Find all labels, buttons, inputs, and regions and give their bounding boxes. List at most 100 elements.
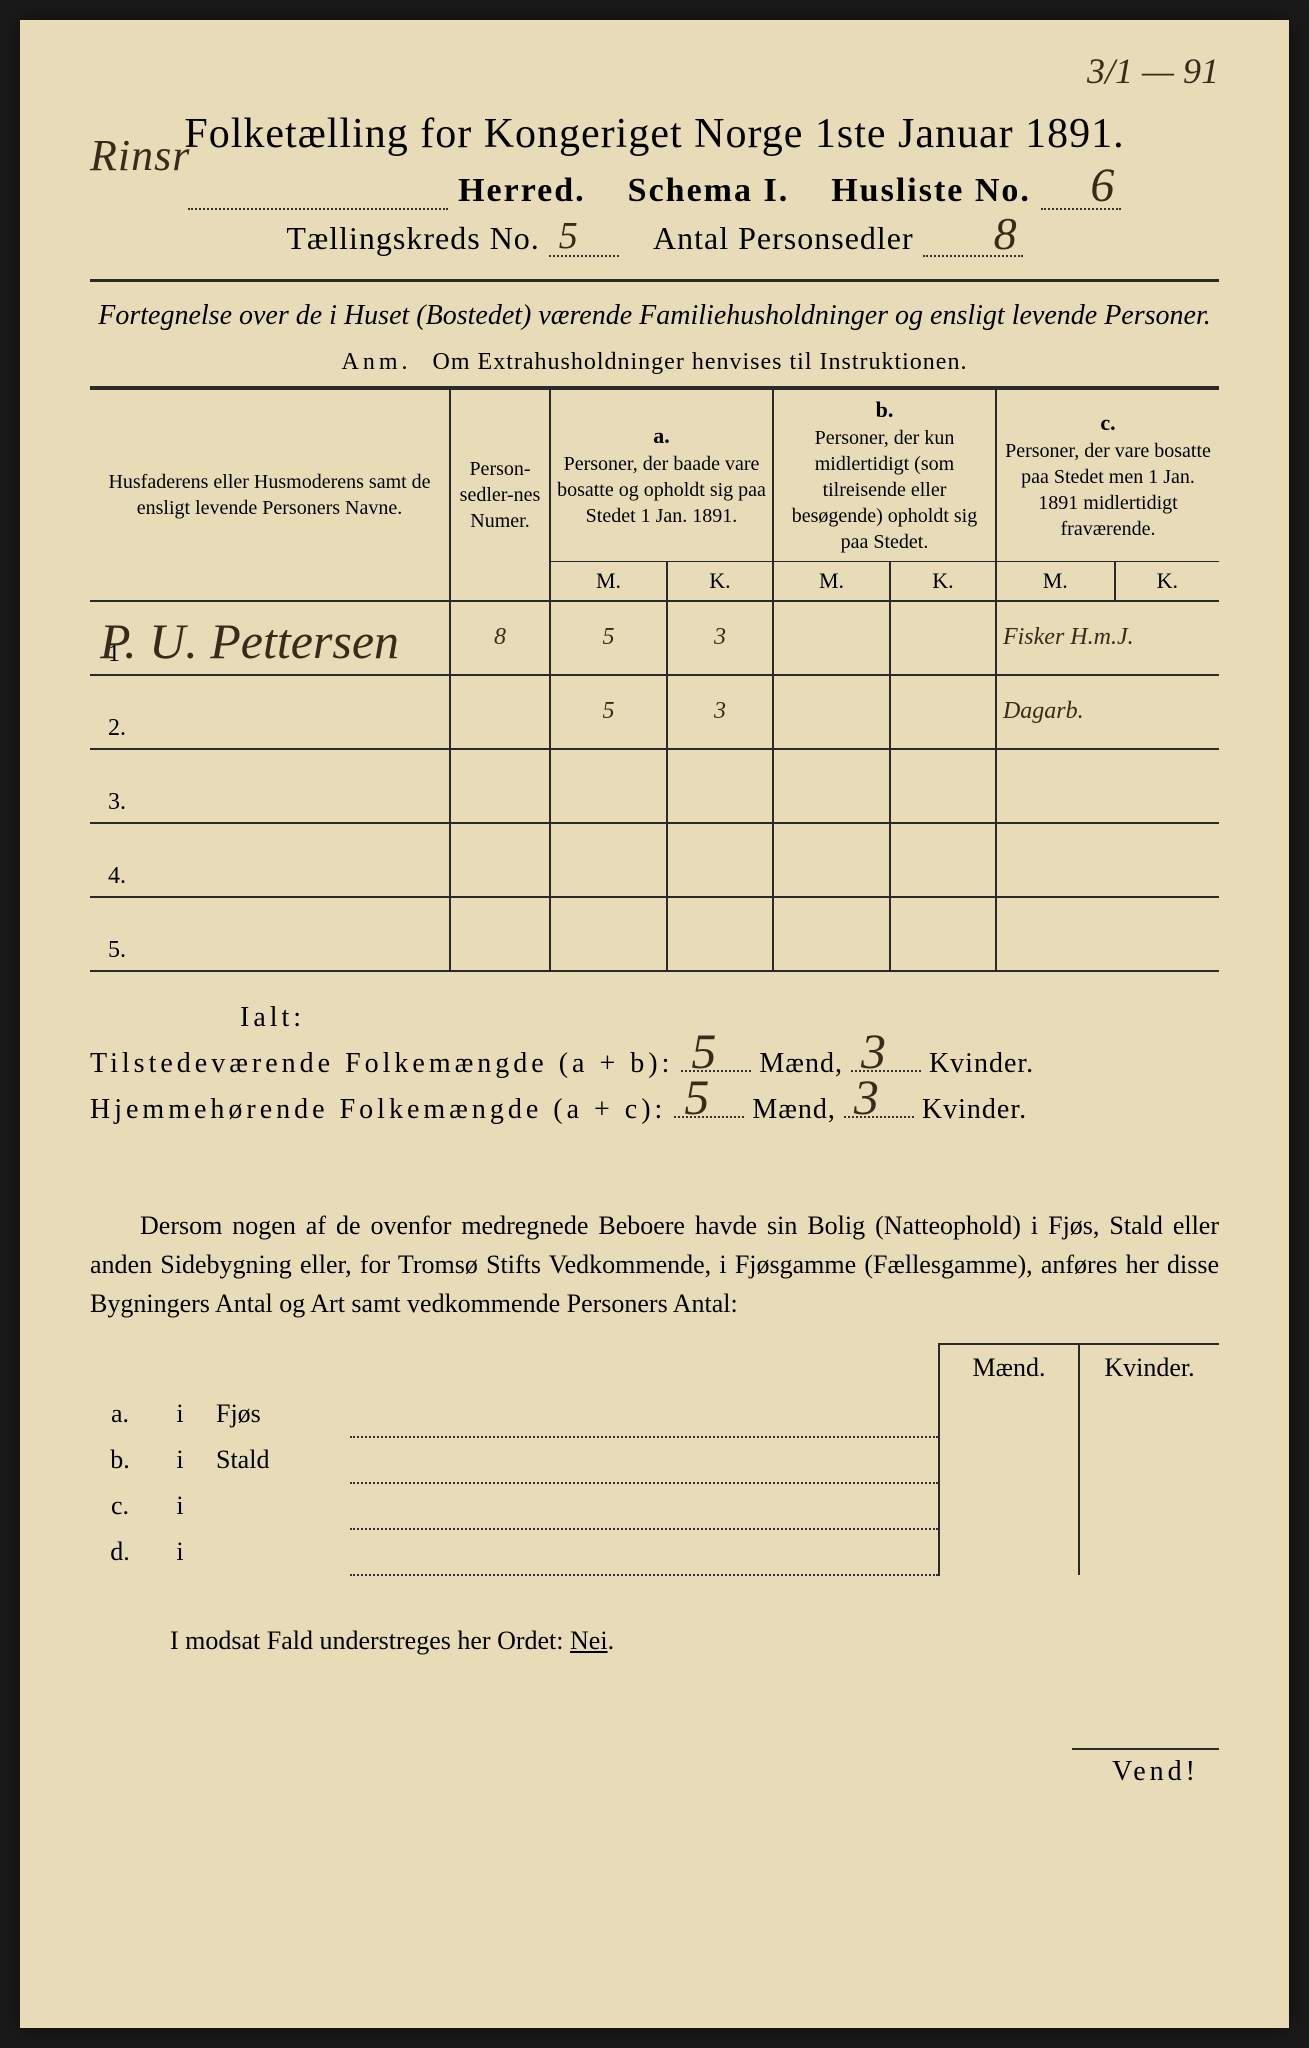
sedler-label: Antal Personsedler <box>653 220 914 256</box>
bygn-name: Stald <box>210 1437 350 1483</box>
row-c-note <box>996 823 1219 897</box>
row-b-m <box>773 823 890 897</box>
col-a-text: Personer, der baade vare bosatte og opho… <box>557 451 766 529</box>
sedler-field: 8 <box>923 255 1023 257</box>
bygn-lbl: d. <box>90 1529 150 1575</box>
bygning-table: Mænd. Kvinder. a.iFjøsb.iStaldc.id.i <box>90 1343 1219 1576</box>
sedler-value: 8 <box>994 207 1018 260</box>
col-c-text: Personer, der vare bosatte paa Stedet me… <box>1003 438 1213 542</box>
row-c-note <box>996 749 1219 823</box>
row-num: 4. <box>96 863 126 890</box>
bygn-dots <box>350 1437 939 1483</box>
col-c-header: c. Personer, der vare bosatte paa Stedet… <box>996 388 1219 561</box>
bygn-maend-val <box>939 1529 1079 1575</box>
row-a-k: 3 <box>667 675 773 749</box>
top-right-date-note: 3/1 — 91 <box>1087 50 1219 92</box>
row-b-k <box>890 675 996 749</box>
row-name-cell: 5. <box>90 897 450 971</box>
row-a-m <box>550 823 667 897</box>
divider-1 <box>90 279 1219 282</box>
b-m-label: M. <box>773 561 890 601</box>
husliste-no-field: 6 <box>1041 208 1121 210</box>
vendi-text: Vend! <box>1072 1748 1219 1787</box>
table-row: 4. <box>90 823 1219 897</box>
bygn-name <box>210 1529 350 1575</box>
bygn-row: a.iFjøs <box>90 1391 1219 1437</box>
col-names-text: Husfaderens eller Husmoderens samt de en… <box>108 471 430 519</box>
a-k-label: K. <box>667 561 773 601</box>
row-name-cell: 4. <box>90 823 450 897</box>
row-sedler <box>450 749 550 823</box>
row-a-k <box>667 823 773 897</box>
bygn-i: i <box>150 1437 210 1483</box>
modsat-text: I modsat Fald understreges her Ordet: Ne… <box>170 1626 614 1655</box>
title-line-2: Herred. Schema I. Husliste No. 6 <box>90 172 1219 210</box>
row-a-k <box>667 749 773 823</box>
table-row: P. U. Pettersen1853Fisker H.m.J. <box>90 601 1219 675</box>
table-row: 3. <box>90 749 1219 823</box>
bygn-i: i <box>150 1391 210 1437</box>
bygn-dots <box>350 1391 939 1437</box>
row-sedler: 8 <box>450 601 550 675</box>
hjemme-m-val: 5 <box>684 1068 710 1126</box>
bygn-maend-val <box>939 1437 1079 1483</box>
subtitle: Fortegnelse over de i Huset (Bostedet) v… <box>90 296 1219 335</box>
anm-text: Om Extrahusholdninger henvises til Instr… <box>433 349 968 375</box>
col-names-header: Husfaderens eller Husmoderens samt de en… <box>90 388 450 601</box>
kreds-label: Tællingskreds No. <box>286 220 539 256</box>
bygn-name <box>210 1483 350 1529</box>
modsat-line: I modsat Fald understreges her Ordet: Ne… <box>90 1626 1219 1656</box>
maend-label-1: Mænd, <box>759 1048 843 1079</box>
ialt-label: Ialt: <box>240 1002 1219 1034</box>
maend-label-2: Mænd, <box>752 1094 836 1125</box>
bygn-kvinder-label: Kvinder. <box>1079 1344 1219 1391</box>
kreds-no-value: 5 <box>559 214 579 258</box>
bygn-spacer <box>90 1344 939 1391</box>
nei-underlined: Nei <box>570 1626 608 1655</box>
bygn-kvinder-val <box>1079 1483 1219 1529</box>
title-line-1: Folketælling for Kongeriget Norge 1ste J… <box>90 110 1219 158</box>
table-row: 2.53Dagarb. <box>90 675 1219 749</box>
anm-label: Anm. <box>342 349 412 375</box>
row-a-m: 5 <box>550 601 667 675</box>
row-b-m <box>773 749 890 823</box>
herred-handwritten: Rinsr <box>90 130 190 181</box>
row-sedler <box>450 897 550 971</box>
hjemme-k-val: 3 <box>854 1068 880 1126</box>
row-b-m <box>773 601 890 675</box>
vendi-footer: Vend! <box>90 1756 1219 1788</box>
row-a-k <box>667 897 773 971</box>
herred-dotted-field <box>188 208 448 210</box>
anm-line: Anm. Om Extrahusholdninger henvises til … <box>90 349 1219 376</box>
bygn-kvinder-val <box>1079 1529 1219 1575</box>
row-sedler <box>450 823 550 897</box>
bygn-i: i <box>150 1483 210 1529</box>
row-a-m <box>550 897 667 971</box>
bygn-maend-val <box>939 1391 1079 1437</box>
ialt-section: Ialt: Tilstedeværende Folkemængde (a + b… <box>90 1002 1219 1126</box>
bygn-lbl: a. <box>90 1391 150 1437</box>
bygn-dots <box>350 1529 939 1575</box>
row-num: 5. <box>96 937 126 964</box>
row-a-k: 3 <box>667 601 773 675</box>
table-header-row: Husfaderens eller Husmoderens samt de en… <box>90 388 1219 561</box>
col-b-label: b. <box>780 396 989 425</box>
row-c-note: Fisker H.m.J. <box>996 601 1219 675</box>
row-name-cell: P. U. Pettersen1 <box>90 601 450 675</box>
row-name-hw: P. U. Pettersen <box>100 612 399 670</box>
row-b-k <box>890 601 996 675</box>
row-name-cell: 3. <box>90 749 450 823</box>
kvinder-label-1: Kvinder. <box>929 1048 1034 1079</box>
bygn-row: b.iStald <box>90 1437 1219 1483</box>
row-b-k <box>890 897 996 971</box>
bygn-maend-label: Mænd. <box>939 1344 1079 1391</box>
bygn-header-row: Mænd. Kvinder. <box>90 1344 1219 1391</box>
hjemme-label: Hjemmehørende Folkemængde (a + c): <box>90 1094 666 1125</box>
row-b-k <box>890 823 996 897</box>
row-num: 1 <box>96 641 120 668</box>
husliste-no-value: 6 <box>1090 158 1116 213</box>
row-b-m <box>773 897 890 971</box>
a-m-label: M. <box>550 561 667 601</box>
row-num: 3. <box>96 789 126 816</box>
row-sedler <box>450 675 550 749</box>
